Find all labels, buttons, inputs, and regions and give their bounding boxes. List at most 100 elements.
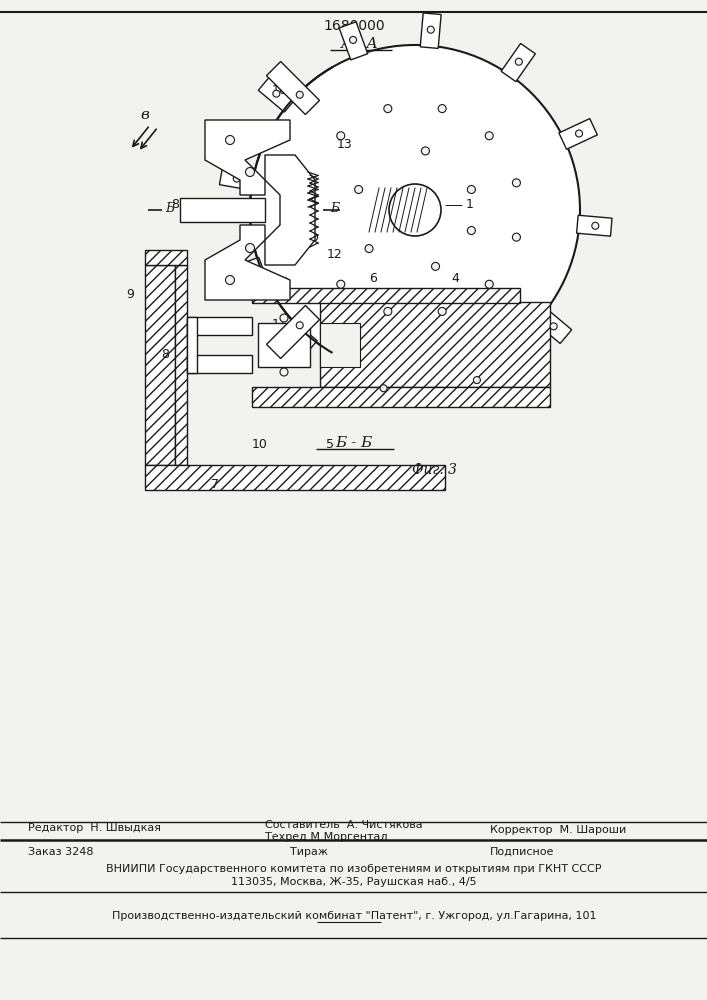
Polygon shape xyxy=(267,305,320,358)
Polygon shape xyxy=(258,76,296,112)
Circle shape xyxy=(438,105,446,113)
Circle shape xyxy=(427,26,434,33)
Bar xyxy=(187,355,252,373)
Text: Составитель  А. Чистякова: Составитель А. Чистякова xyxy=(265,820,423,830)
Polygon shape xyxy=(462,360,491,398)
Text: 9: 9 xyxy=(126,288,134,302)
Circle shape xyxy=(349,36,356,43)
Circle shape xyxy=(384,307,392,315)
Circle shape xyxy=(245,243,255,252)
Text: 6: 6 xyxy=(369,271,377,284)
Text: Редактор  Н. Швыдкая: Редактор Н. Швыдкая xyxy=(28,823,161,833)
Circle shape xyxy=(273,90,280,97)
Text: Тираж: Тираж xyxy=(290,847,328,857)
Bar xyxy=(145,250,187,265)
Bar xyxy=(145,265,175,465)
Circle shape xyxy=(233,175,240,182)
Text: 1: 1 xyxy=(466,198,474,212)
Circle shape xyxy=(296,322,303,329)
Circle shape xyxy=(467,227,475,235)
Polygon shape xyxy=(577,215,612,236)
Text: ВНИИПИ Государственного комитета по изобретениям и открытиям при ГКНТ СССР: ВНИИПИ Государственного комитета по изоб… xyxy=(106,864,602,874)
Polygon shape xyxy=(501,43,535,82)
Circle shape xyxy=(438,307,446,315)
Circle shape xyxy=(592,222,599,229)
Circle shape xyxy=(384,105,392,113)
Text: 1680000: 1680000 xyxy=(323,19,385,33)
Text: 5: 5 xyxy=(326,438,334,452)
Circle shape xyxy=(380,385,387,392)
Text: 11: 11 xyxy=(272,318,288,332)
Circle shape xyxy=(226,275,235,284)
Bar xyxy=(187,317,252,335)
Polygon shape xyxy=(180,198,265,222)
Circle shape xyxy=(575,130,583,137)
Text: Фиг. 2: Фиг. 2 xyxy=(353,393,397,407)
Text: Б: Б xyxy=(330,202,339,215)
Circle shape xyxy=(513,179,520,187)
Text: 10: 10 xyxy=(272,84,288,97)
Circle shape xyxy=(513,233,520,241)
Text: 7: 7 xyxy=(216,133,224,146)
Circle shape xyxy=(337,280,345,288)
Text: Б: Б xyxy=(165,202,175,215)
Circle shape xyxy=(474,377,480,384)
Bar xyxy=(320,323,360,367)
Text: А - А: А - А xyxy=(341,37,379,51)
Text: в: в xyxy=(141,108,149,122)
Circle shape xyxy=(241,268,248,275)
Polygon shape xyxy=(219,167,256,191)
Bar xyxy=(252,288,520,303)
Bar xyxy=(175,265,187,465)
Bar xyxy=(320,302,550,387)
Polygon shape xyxy=(372,369,395,406)
Bar xyxy=(187,317,197,373)
Bar xyxy=(258,323,310,367)
Text: 10: 10 xyxy=(252,438,268,452)
Polygon shape xyxy=(205,225,290,300)
Text: 3: 3 xyxy=(206,268,214,282)
Text: 113035, Москва, Ж-35, Раушская наб., 4/5: 113035, Москва, Ж-35, Раушская наб., 4/5 xyxy=(231,877,477,887)
Circle shape xyxy=(550,323,557,330)
Polygon shape xyxy=(265,155,315,265)
Circle shape xyxy=(280,314,288,322)
Circle shape xyxy=(389,184,441,236)
Circle shape xyxy=(365,245,373,253)
Circle shape xyxy=(226,135,235,144)
Bar xyxy=(252,387,550,407)
Text: Корректор  М. Шароши: Корректор М. Шароши xyxy=(490,825,626,835)
Text: Техред М.Моргентал: Техред М.Моргентал xyxy=(265,832,387,842)
Polygon shape xyxy=(420,13,441,48)
Circle shape xyxy=(485,132,493,140)
Text: 7: 7 xyxy=(211,479,219,491)
Text: 3: 3 xyxy=(280,276,288,290)
Text: Заказ 3248: Заказ 3248 xyxy=(28,847,93,857)
Circle shape xyxy=(355,185,363,193)
Circle shape xyxy=(250,45,580,375)
Text: 8: 8 xyxy=(161,348,169,360)
Text: Подписное: Подписное xyxy=(490,847,554,857)
Text: Производственно-издательский комбинат "Патент", г. Ужгород, ул.Гагарина, 101: Производственно-издательский комбинат "П… xyxy=(112,911,596,921)
Circle shape xyxy=(310,233,317,241)
Polygon shape xyxy=(227,257,265,286)
Text: 8: 8 xyxy=(171,198,179,212)
Circle shape xyxy=(485,280,493,288)
Polygon shape xyxy=(267,62,320,115)
Circle shape xyxy=(337,132,345,140)
Text: Фиг. 3: Фиг. 3 xyxy=(412,463,457,477)
Bar xyxy=(145,465,445,490)
Circle shape xyxy=(245,167,255,176)
Polygon shape xyxy=(339,22,368,60)
Circle shape xyxy=(295,345,302,352)
Polygon shape xyxy=(559,119,597,149)
Polygon shape xyxy=(205,120,290,195)
Circle shape xyxy=(431,262,440,270)
Circle shape xyxy=(421,147,429,155)
Circle shape xyxy=(467,185,475,193)
Text: 12: 12 xyxy=(327,248,343,261)
Circle shape xyxy=(296,91,303,98)
Text: 13: 13 xyxy=(337,138,353,151)
Polygon shape xyxy=(281,329,317,367)
Text: 11: 11 xyxy=(297,338,313,352)
Polygon shape xyxy=(534,308,572,344)
